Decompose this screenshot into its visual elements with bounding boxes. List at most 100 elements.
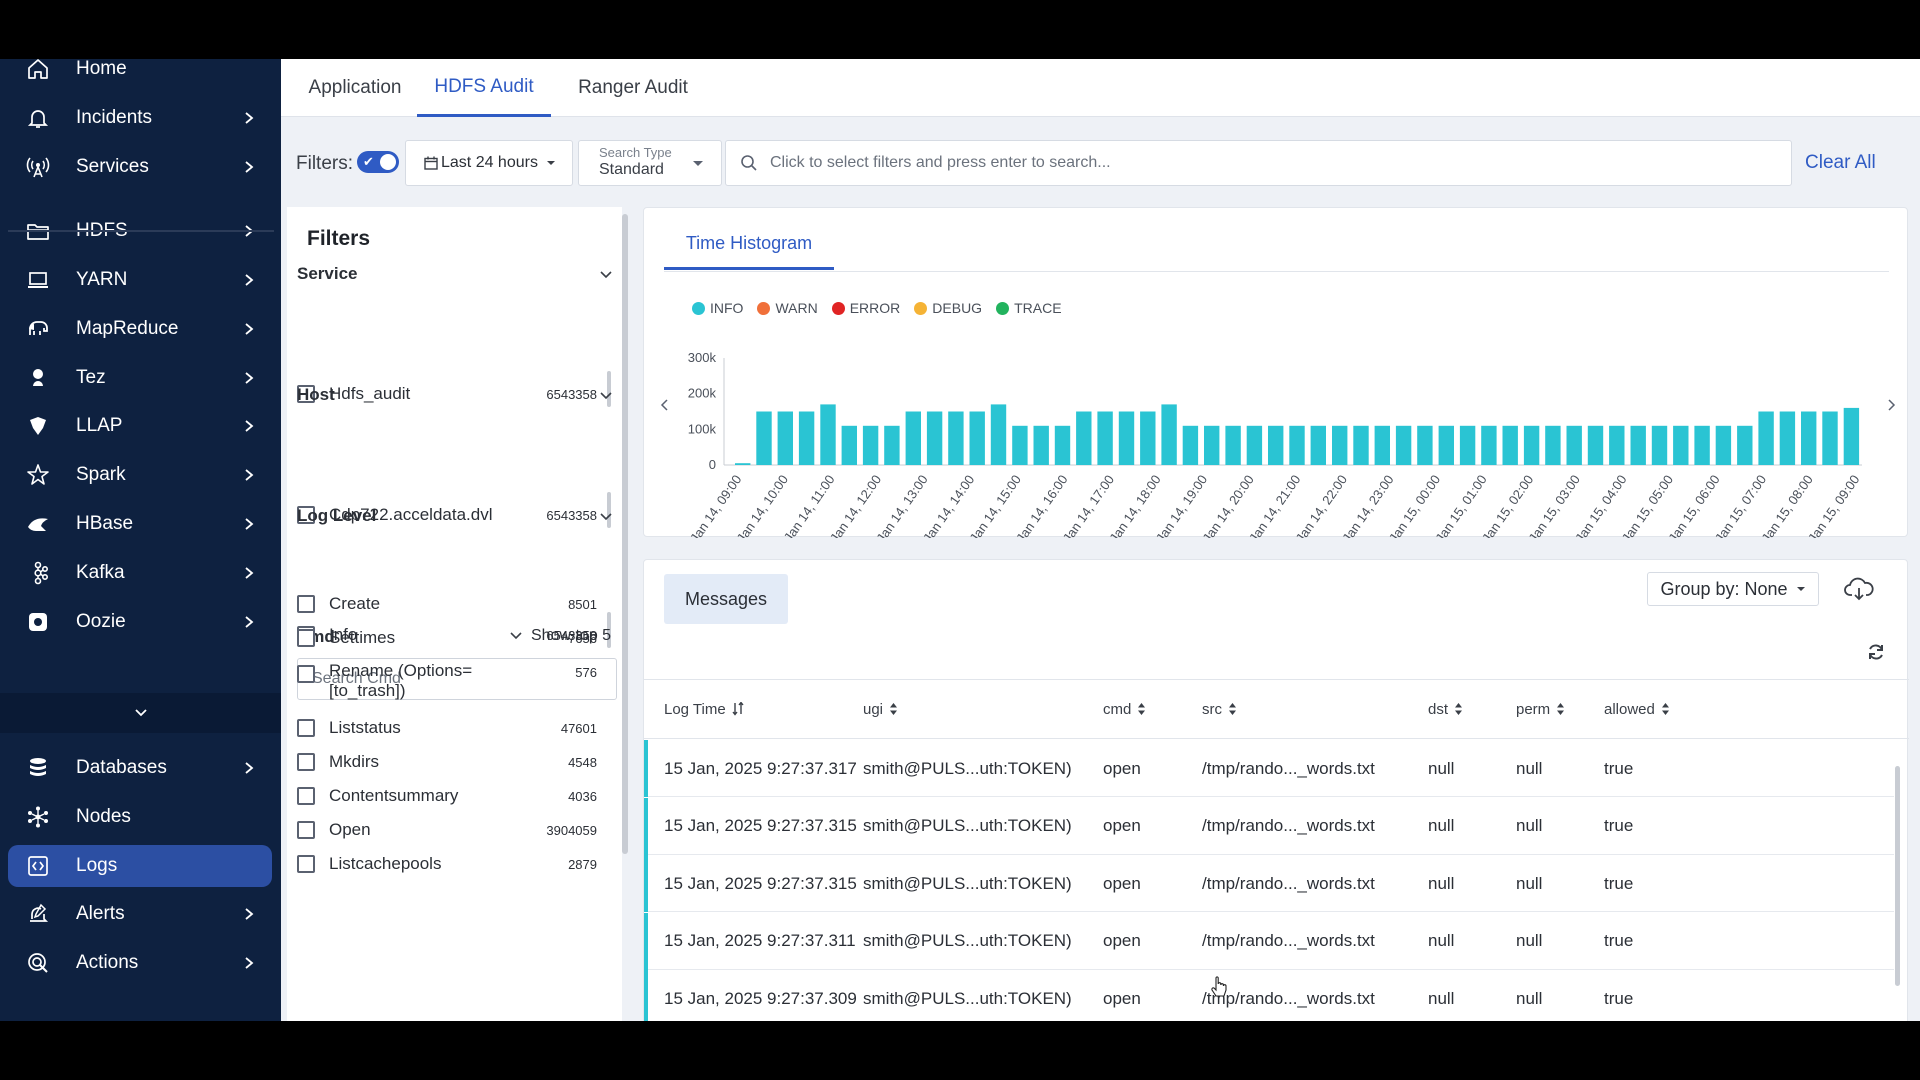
tab-ranger-audit[interactable]: Ranger Audit <box>578 77 688 98</box>
cloud-download-icon[interactable] <box>1844 576 1874 602</box>
sort-icon[interactable] <box>1661 702 1670 716</box>
sidebar-item-mapreduce[interactable]: MapReduce <box>8 308 272 350</box>
chevron-right-icon[interactable] <box>1884 398 1898 412</box>
section-scrollbar[interactable] <box>607 371 611 407</box>
sidebar-item-kafka[interactable]: Kafka <box>8 552 272 594</box>
histogram-bar[interactable] <box>841 425 857 465</box>
histogram-bar[interactable] <box>1118 411 1135 466</box>
histogram-bar[interactable] <box>1076 411 1092 466</box>
filter-row-cmd[interactable]: Rename (Options=[to_trash]) 576 <box>297 661 597 705</box>
filter-row-cmd[interactable]: Liststatus 47601 <box>297 715 597 741</box>
filters-panel-scrollbar[interactable] <box>622 214 628 854</box>
table-row[interactable]: 15 Jan, 2025 9:27:37.317 smith@PULS...uth… <box>644 740 1894 797</box>
histogram-bar[interactable] <box>926 411 943 466</box>
histogram-bar[interactable] <box>1459 425 1476 465</box>
sort-icon[interactable] <box>1137 702 1146 716</box>
checkbox[interactable] <box>297 385 315 403</box>
histogram-bar[interactable] <box>1566 425 1582 465</box>
legend-item-warn[interactable]: WARN <box>757 300 818 316</box>
table-row[interactable]: 15 Jan, 2025 9:27:37.309 smith@PULS...uth… <box>644 970 1894 1021</box>
checkbox[interactable] <box>297 665 315 683</box>
legend-item-trace[interactable]: TRACE <box>996 300 1062 316</box>
table-row[interactable]: 15 Jan, 2025 9:27:37.315 smith@PULS...uth… <box>644 797 1894 855</box>
histogram-bar[interactable] <box>1054 425 1071 465</box>
sort-icon[interactable] <box>1228 702 1237 716</box>
histogram-bar[interactable] <box>756 411 772 466</box>
histogram-bar[interactable] <box>1374 425 1390 465</box>
histogram-bar[interactable] <box>1268 425 1284 465</box>
column-header-perm[interactable]: perm <box>1516 680 1565 738</box>
column-header-cmd[interactable]: cmd <box>1103 680 1146 738</box>
checkbox[interactable] <box>297 595 315 613</box>
histogram-bar[interactable] <box>1758 411 1774 466</box>
histogram-bar[interactable] <box>1630 425 1646 465</box>
chevron-down-icon[interactable] <box>599 389 613 403</box>
histogram-bar[interactable] <box>969 411 985 466</box>
histogram-bar[interactable] <box>1801 411 1817 466</box>
table-row[interactable]: 15 Jan, 2025 9:27:37.311 smith@PULS...uth… <box>644 912 1894 970</box>
filter-row-cmd[interactable]: Mkdirs 4548 <box>297 749 597 775</box>
sidebar-item-home[interactable]: Home <box>8 59 272 90</box>
checkbox[interactable] <box>297 719 315 737</box>
histogram-bar[interactable] <box>1161 404 1177 465</box>
histogram-bar[interactable] <box>1843 407 1860 465</box>
sidebar-item-alerts[interactable]: Alerts <box>8 893 272 935</box>
filter-row-host[interactable]: Cdp722.acceldata.dvl 6543358 <box>297 502 597 528</box>
sidebar-item-hbase[interactable]: HBase <box>8 503 272 545</box>
histogram-bar[interactable] <box>1012 425 1028 465</box>
checkbox[interactable] <box>297 506 315 524</box>
section-scrollbar[interactable] <box>607 492 611 528</box>
histogram-bar[interactable] <box>1822 411 1838 466</box>
tab-hdfs-audit[interactable]: HDFS Audit <box>417 59 551 117</box>
histogram-bar[interactable] <box>1289 425 1305 465</box>
histogram-bar[interactable] <box>1140 411 1156 466</box>
column-header-allowed[interactable]: allowed <box>1604 680 1670 738</box>
sidebar-item-logs[interactable]: Logs <box>8 845 272 887</box>
histogram-bar[interactable] <box>820 404 836 465</box>
section-scrollbar[interactable] <box>607 612 611 648</box>
sidebar-item-incidents[interactable]: Incidents <box>8 97 272 139</box>
histogram-bar[interactable] <box>948 411 964 466</box>
sidebar-item-yarn[interactable]: YARN <box>8 259 272 301</box>
chevron-down-icon[interactable] <box>599 510 613 524</box>
histogram-bar[interactable] <box>1097 411 1113 466</box>
histogram-bar[interactable] <box>1587 425 1604 465</box>
histogram-bar[interactable] <box>1523 425 1540 465</box>
clear-all-button[interactable]: Clear All <box>1805 152 1876 173</box>
histogram-bar[interactable] <box>1246 425 1263 465</box>
histogram-bar[interactable] <box>1502 425 1518 465</box>
filter-row-cmd[interactable]: Open 3904059 <box>297 817 597 843</box>
histogram-bar[interactable] <box>777 411 793 466</box>
histogram-bar[interactable] <box>1481 425 1497 465</box>
sidebar-collapse-toggle[interactable] <box>0 693 281 733</box>
sidebar-item-actions[interactable]: Actions <box>8 942 272 984</box>
histogram-bar[interactable] <box>1651 425 1668 465</box>
histogram-bar[interactable] <box>1609 425 1625 465</box>
histogram-bar[interactable] <box>1417 425 1433 465</box>
table-row[interactable]: 15 Jan, 2025 9:27:37.315 smith@PULS...uth… <box>644 855 1894 912</box>
checkbox[interactable] <box>297 787 315 805</box>
histogram-bar[interactable] <box>905 411 921 466</box>
histogram-bar[interactable] <box>1779 411 1796 466</box>
tab-messages[interactable]: Messages <box>664 574 788 624</box>
histogram-bar[interactable] <box>1737 425 1753 465</box>
histogram-bar[interactable] <box>1310 425 1326 465</box>
checkbox[interactable] <box>297 753 315 771</box>
histogram-bar[interactable] <box>1225 425 1241 465</box>
histogram-bar[interactable] <box>1673 425 1689 465</box>
time-range-dropdown[interactable]: Last 24 hours <box>405 140 573 186</box>
sort-icon[interactable] <box>889 702 898 716</box>
legend-item-debug[interactable]: DEBUG <box>914 300 982 316</box>
column-header-log-time[interactable]: Log Time <box>664 680 746 738</box>
histogram-bar[interactable] <box>735 463 751 465</box>
histogram-bar[interactable] <box>1715 425 1732 465</box>
search-input[interactable]: Click to select filters and press enter … <box>725 140 1792 186</box>
histogram-bar[interactable] <box>1694 425 1710 465</box>
chevron-left-icon[interactable] <box>658 398 672 412</box>
histogram-bar[interactable] <box>1353 425 1369 465</box>
refresh-icon[interactable] <box>1867 643 1885 661</box>
histogram-bar[interactable] <box>1204 425 1220 465</box>
sidebar-item-nodes[interactable]: Nodes <box>8 796 272 838</box>
histogram-bar[interactable] <box>1332 425 1348 465</box>
histogram-bar[interactable] <box>1438 425 1454 465</box>
